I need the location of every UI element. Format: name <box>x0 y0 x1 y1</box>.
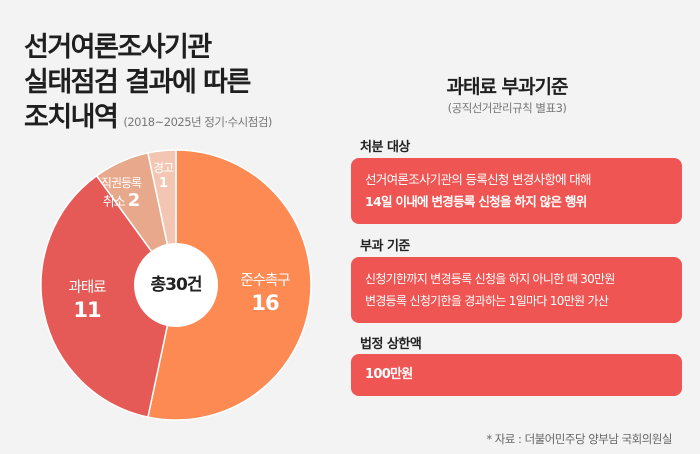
section-line: 신청기한까지 변경등록 신청을 하지 아니한 때 30만원 <box>365 272 615 286</box>
slice-label-fine: 과태료 11 <box>52 279 122 323</box>
slice-label-text: 취소 2 <box>86 191 156 213</box>
slice-label-text: 준수촉구 <box>240 273 290 289</box>
slice-label-compliance: 준수촉구 16 <box>226 272 304 316</box>
section-line: 100만원 <box>365 367 413 382</box>
slice-label-text: 직권등록 <box>100 176 142 190</box>
slice-value: 16 <box>251 291 279 315</box>
section-line: 변경등록 신청기한을 경과하는 1일마다 10만원 가산 <box>365 294 609 308</box>
slice-label-text: 경고 <box>152 161 174 175</box>
section-box-target: 선거여론조사기관의 등록신청 변경사항에 대해 14일 이내에 변경등록 신청을… <box>351 158 682 224</box>
pie-center-hole <box>134 243 218 327</box>
section-box-cap: 100만원 <box>351 354 682 396</box>
pie-slice-fine <box>40 174 177 418</box>
page-title: 선거여론조사기관 실태점검 결과에 따른 조치내역 (2018~2025년 정기·… <box>24 30 272 140</box>
period-note: (2018~2025년 정기·수시점검) <box>123 115 272 129</box>
title-line: 조치내역 (2018~2025년 정기·수시점검) <box>24 100 272 140</box>
slice-label-warning: 경고 1 <box>148 160 178 192</box>
section-heading-target: 처분 대상 <box>360 140 410 155</box>
slice-label-revocation: 직권등록 취소 2 <box>86 175 156 213</box>
section-box-criteria: 신청기한까지 변경등록 신청을 하지 아니한 때 30만원 변경등록 신청기한을… <box>351 257 682 323</box>
title-line: 선거여론조사기관 <box>24 32 212 63</box>
source-note: * 자료 : 더불어민주당 양부남 국회의원실 <box>486 432 672 446</box>
section-line: 선거여론조사기관의 등록신청 변경사항에 대해 <box>365 172 592 187</box>
section-heading-criteria: 부과 기준 <box>360 239 410 254</box>
fine-criteria-subtitle: (공직선거관리규칙 별표3) <box>447 101 567 115</box>
slice-value: 2 <box>127 190 140 211</box>
slice-label-text-2: 취소 <box>102 195 126 210</box>
title-line: 실태점검 결과에 따른 <box>24 67 251 98</box>
title-line-text: 조치내역 <box>24 102 119 133</box>
slice-label-text: 과태료 <box>68 280 106 296</box>
section-heading-cap: 법정 상한액 <box>360 337 422 352</box>
fine-criteria-title: 과태료 부과기준 <box>446 76 569 98</box>
section-line: 14일 이내에 변경등록 신청을 하지 않은 행위 <box>365 194 587 209</box>
slice-value: 1 <box>158 176 168 191</box>
slice-value: 11 <box>73 298 101 322</box>
pie-center-label: 총30건 <box>150 275 203 295</box>
pie-slice-compliance <box>147 149 312 421</box>
